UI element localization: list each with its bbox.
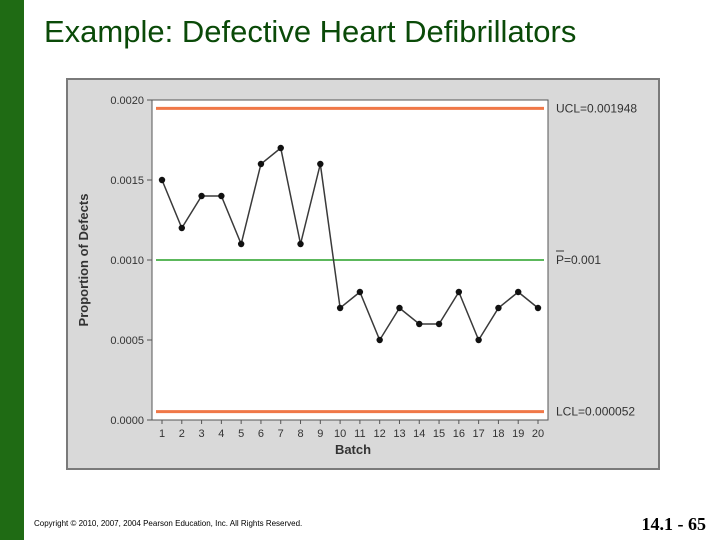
data-point [515,288,522,296]
data-point [336,304,344,312]
center-label: P=0.001 [556,253,601,267]
x-tick-label: 6 [258,428,264,440]
data-point [317,160,324,168]
data-point [257,160,265,168]
x-tick-label: 1 [159,428,165,440]
x-tick-label: 18 [492,428,504,440]
x-tick-label: 20 [532,428,544,440]
slide-title: Example: Defective Heart Defibrillators [44,14,577,49]
data-point [158,176,166,184]
data-point [495,304,502,312]
ucl-label: UCL=0.001948 [556,101,637,115]
data-point [178,224,185,232]
x-axis-title: Batch [335,442,371,457]
x-tick-label: 3 [199,428,205,440]
copyright-notice: Copyright © 2010, 2007, 2004 Pearson Edu… [34,519,303,528]
y-tick-label: 0.0020 [110,95,144,107]
data-point [396,304,403,312]
data-point [475,336,482,344]
x-tick-label: 15 [433,428,445,440]
series-line [161,146,539,342]
data-point [376,336,383,344]
lcl-label: LCL=0.000052 [556,405,635,419]
x-tick-label: 13 [393,428,405,440]
y-ticks: 0.0000 0.0005 0.0010 0.0015 0.0020 [110,95,152,427]
data-point [534,304,542,312]
x-tick-label: 12 [374,428,386,440]
y-tick-label: 0.0000 [110,415,144,427]
x-tick-label: 7 [278,428,284,440]
reference-lines: UCL=0.001948 P=0.001 LCL=0.000052 [156,101,637,419]
data-point [455,288,463,296]
y-tick-label: 0.0005 [110,335,144,347]
data-point [277,144,284,152]
x-tick-label: 17 [473,428,485,440]
x-tick-label: 10 [334,428,346,440]
data-point [297,240,304,248]
data-point [218,192,225,200]
x-ticks: 1 2 3 4 5 6 7 8 9 10 11 12 13 14 15 16 17 18 19 20 [159,420,544,440]
x-tick-label: 14 [413,428,425,440]
data-point [435,320,443,328]
y-tick-label: 0.0015 [110,175,144,187]
y-axis-title: Proportion of Defects [76,194,91,327]
x-tick-label: 16 [453,428,465,440]
x-tick-label: 4 [218,428,224,440]
data-point [356,288,364,296]
x-tick-label: 19 [512,428,524,440]
series-layer [158,144,542,344]
x-tick-label: 5 [238,428,244,440]
data-point [416,320,423,328]
x-tick-label: 11 [354,428,365,440]
x-tick-label: 9 [317,428,323,440]
x-tick-label: 2 [179,428,185,440]
data-point [198,192,205,200]
data-point [237,240,245,248]
side-accent-bar [0,0,24,540]
x-tick-label: 8 [297,428,303,440]
y-tick-label: 0.0010 [110,255,144,267]
slide-number: 14.1 - 65 [641,514,707,534]
